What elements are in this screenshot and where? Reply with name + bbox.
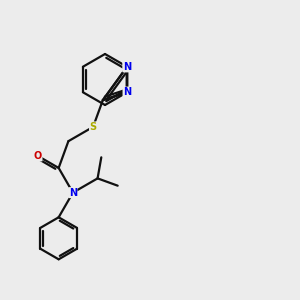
- Text: S: S: [89, 122, 97, 132]
- Text: N: N: [123, 62, 131, 72]
- Text: N: N: [69, 188, 77, 198]
- Text: N: N: [123, 87, 131, 97]
- Text: O: O: [34, 151, 42, 161]
- Text: N: N: [123, 62, 131, 72]
- Text: S: S: [124, 87, 130, 97]
